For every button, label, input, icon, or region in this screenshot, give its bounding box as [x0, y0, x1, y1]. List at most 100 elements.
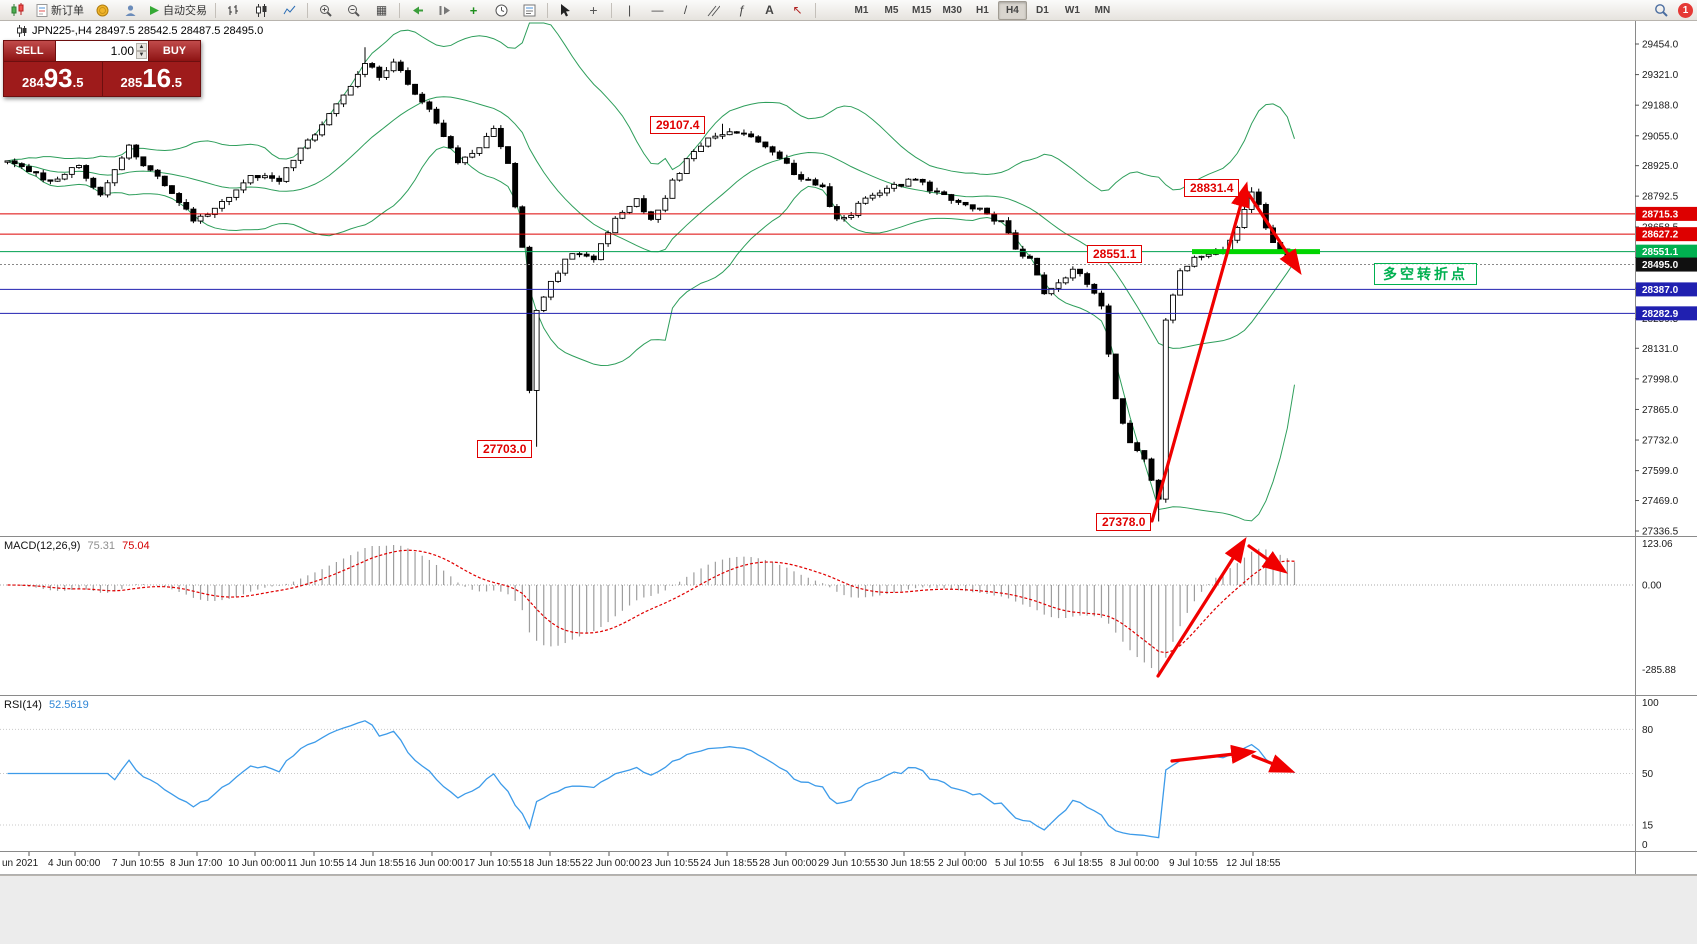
price-annotation[interactable]: 27378.0	[1096, 513, 1152, 531]
fibonacci-tool-icon[interactable]: ƒ	[738, 3, 745, 17]
time-axis-label: 8 Jun 17:00	[170, 858, 223, 869]
time-axis-label: 17 Jun 10:55	[464, 858, 522, 869]
time-axis-label: 18 Jun 18:55	[523, 858, 581, 869]
time-axis-label: 6 Jul 18:55	[1054, 858, 1103, 869]
buy-button[interactable]: BUY	[148, 41, 200, 61]
text-tool-icon[interactable]: A	[765, 3, 774, 17]
horizontal-level-lines[interactable]	[0, 213, 1635, 314]
price-axis[interactable]: 29454.0 29321.0 29188.0 29055.0 28925.0 28792…	[1635, 40, 1697, 852]
macd-name: MACD(12,26,9)	[4, 540, 81, 552]
price-axis-label: 28131.0	[1642, 344, 1679, 355]
time-axis-label: un 2021	[2, 858, 39, 869]
price-axis-label: 28925.0	[1642, 161, 1679, 172]
timeframe-mn[interactable]: MN	[1094, 4, 1111, 16]
timeframe-h4[interactable]: H4	[997, 0, 1027, 20]
crosshair-icon[interactable]: +	[589, 2, 598, 18]
templates-icon[interactable]	[516, 1, 543, 20]
timeframe-m15[interactable]: M15	[912, 4, 932, 16]
price-axis-box-label: 28495.0	[1642, 260, 1679, 271]
time-axis[interactable]: un 2021 4 Jun 00:00 7 Jun 10:55 8 Jun 17:00…	[2, 852, 1281, 869]
price-axis-box	[1636, 257, 1697, 272]
trend-arrow[interactable]	[1150, 181, 1250, 523]
trend-arrows[interactable]	[1150, 181, 1302, 773]
add-indicator-icon[interactable]: +	[469, 2, 478, 18]
trendline-tool-icon[interactable]: /	[683, 3, 688, 17]
candlestick-chart-type-icon[interactable]	[248, 1, 275, 20]
autotrade-button[interactable]: 自动交易	[145, 1, 211, 20]
chart-shift-icon[interactable]	[432, 1, 459, 20]
notification-badge[interactable]: 1	[1678, 2, 1693, 18]
time-axis-label: 16 Jun 00:00	[405, 858, 463, 869]
turning-point-note[interactable]: 多空转折点	[1374, 263, 1477, 285]
price-axis-label: 27998.0	[1642, 374, 1679, 385]
auto-scroll-icon[interactable]	[404, 1, 431, 20]
buy-price[interactable]: 285 16.5	[120, 63, 182, 93]
volume-up-button[interactable]: ▲	[136, 43, 147, 51]
price-axis-label: 27599.0	[1642, 466, 1679, 477]
macd-scale-label: 0.00	[1642, 581, 1662, 592]
time-axis-label: 2 Jul 00:00	[938, 858, 987, 869]
trend-arrow[interactable]	[1244, 188, 1302, 276]
periods-clock-icon[interactable]	[488, 1, 515, 20]
profile-icon[interactable]	[117, 1, 144, 20]
coin-icon[interactable]	[89, 1, 116, 20]
new-chart-icon[interactable]	[4, 1, 31, 20]
new-order-label: 新订单	[51, 5, 84, 17]
tile-windows-icon[interactable]: ▦	[375, 3, 388, 17]
price-annotation[interactable]: 27703.0	[477, 440, 533, 458]
time-axis-label: 23 Jun 10:55	[641, 858, 699, 869]
line-chart-type-icon[interactable]	[276, 1, 303, 20]
chart-background[interactable]	[0, 21, 1697, 874]
price-axis-label: 29055.0	[1642, 131, 1679, 142]
timeframe-w1[interactable]: W1	[1064, 4, 1080, 16]
sell-button[interactable]: SELL	[4, 41, 56, 61]
toolbar-separator	[307, 2, 308, 18]
bar-chart-type-icon[interactable]	[220, 1, 247, 20]
autotrade-play-icon	[150, 5, 159, 15]
vertical-line-tool-icon[interactable]: |	[627, 3, 632, 17]
toolbar-right-group: 1	[1647, 1, 1693, 20]
cursor-icon[interactable]	[552, 1, 579, 20]
channel-tool-icon[interactable]	[700, 1, 727, 20]
new-order-button[interactable]: 新订单	[32, 1, 88, 20]
price-axis-box-label: 28715.3	[1642, 209, 1679, 220]
time-axis-label: 11 Jun 10:55	[287, 858, 345, 869]
price-axis-label: 27469.0	[1642, 496, 1679, 507]
macd-signal-line	[7, 549, 1295, 654]
timeframe-h1[interactable]: H1	[976, 4, 989, 16]
window-bottom-area	[0, 875, 1697, 944]
chart-canvas[interactable]: 29454.0 29321.0 29188.0 29055.0 28925.0 28792…	[0, 0, 1697, 875]
rsi-scale-label: 50	[1642, 769, 1654, 780]
timeframe-d1[interactable]: D1	[1036, 4, 1049, 16]
price-annotation[interactable]: 29107.4	[650, 116, 706, 134]
volume-down-button[interactable]: ▼	[136, 51, 147, 59]
time-axis-label: 29 Jun 10:55	[818, 858, 876, 869]
toolbar-separator	[215, 2, 216, 18]
toolbar-separator	[547, 2, 548, 18]
candlestick-series[interactable]	[4, 47, 1298, 522]
trend-arrow[interactable]	[1247, 544, 1288, 574]
panel-separators[interactable]	[0, 21, 1697, 875]
sell-price[interactable]: 284 93.5	[4, 62, 103, 96]
rsi-scale-label: 15	[1642, 820, 1654, 831]
trend-arrow[interactable]	[1251, 754, 1296, 773]
search-icon[interactable]	[1647, 1, 1674, 20]
trend-arrow[interactable]	[1156, 536, 1247, 678]
price-axis-box	[1636, 227, 1697, 242]
trend-arrow[interactable]	[1170, 744, 1257, 764]
time-axis-label: 30 Jun 18:55	[877, 858, 935, 869]
macd-header: MACD(12,26,9) 75.31 75.04	[4, 540, 150, 552]
price-annotation[interactable]: 28831.4	[1184, 179, 1240, 197]
price-annotation[interactable]: 28551.1	[1087, 245, 1143, 263]
zoom-in-icon[interactable]	[312, 1, 339, 20]
toolbar-separator	[611, 2, 612, 18]
timeframe-m1[interactable]: M1	[854, 4, 869, 16]
zoom-out-icon[interactable]	[340, 1, 367, 20]
horizontal-line-tool-icon[interactable]: —	[651, 3, 664, 17]
timeframe-m5[interactable]: M5	[884, 4, 899, 16]
price-axis-box-label: 28387.0	[1642, 285, 1679, 296]
rsi-value: 52.5619	[48, 699, 89, 711]
arrow-tool-icon[interactable]: ↖	[792, 3, 803, 17]
volume-input[interactable]: 1.00 ▲ ▼	[56, 41, 148, 61]
timeframe-m30[interactable]: M30	[942, 4, 962, 16]
